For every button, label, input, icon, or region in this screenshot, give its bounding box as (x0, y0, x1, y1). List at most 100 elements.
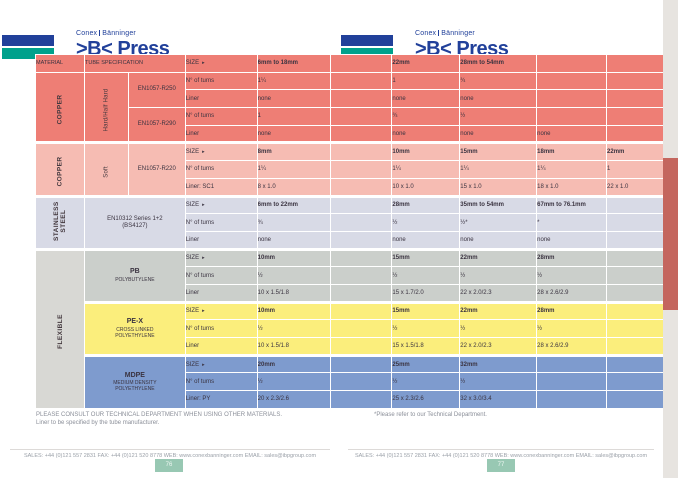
table-cell: 1 (391, 71, 461, 91)
brand-text: Conex Bänninger >B< Press (76, 30, 170, 59)
brand-flag-icon (341, 35, 393, 60)
table-cell (329, 283, 393, 303)
table-cell: ¾ (391, 107, 461, 126)
table-row: PE-X CROSS LINKED POLYETHYLENE SIZE ▸ 10m… (36, 300, 678, 356)
table-cell: 6mm to 22mm (256, 194, 331, 215)
table-cell (606, 194, 678, 215)
table-cell: none (391, 124, 461, 144)
table-cell: 28mm to 54mm (459, 54, 538, 73)
size-row-label: SIZE ▸ (184, 247, 258, 268)
consult-note: PLEASE CONSULT OUR TECHNICAL DEPARTMENT … (36, 411, 282, 428)
row-label: N° of turns (184, 372, 258, 392)
table-cell (329, 194, 393, 215)
table-cell: 15 x 1.5/1.8 (391, 337, 461, 356)
table-cell: 10 x 1.0 (391, 177, 461, 197)
table-cell (606, 213, 678, 232)
orientation-label: Hard/Half Hard (103, 88, 110, 132)
table-cell: * (536, 213, 608, 232)
table-cell: ½ (459, 372, 538, 392)
table-cell (329, 390, 393, 409)
spec-name: MDPE (124, 372, 145, 380)
brand-name-conex: Conex (76, 30, 98, 37)
table-cell: none (391, 230, 461, 250)
header-tube-specification: TUBE SPECIFICATION (84, 54, 186, 73)
brand-name: Conex Bänninger (415, 30, 508, 37)
asterisk-note: *Please refer to our Technical Departmen… (374, 412, 487, 418)
table-cell: 28 x 2.6/2.9 (536, 337, 608, 356)
brand-logo-right: Conex Bänninger >B< Press (341, 30, 551, 66)
size-row-label: SIZE ▸ (184, 141, 258, 162)
size-label: SIZE (185, 202, 200, 209)
table-cell: ½ (459, 319, 538, 338)
table-cell: none (536, 230, 608, 250)
size-label: SIZE (185, 361, 200, 368)
brand-text: Conex Bänninger >B< Press (415, 30, 509, 59)
row-label: Liner: PY (184, 390, 258, 409)
table-cell (606, 124, 678, 144)
table-cell: 10 x 1.5/1.8 (256, 283, 331, 303)
table-cell (329, 213, 393, 232)
spec-desc: POLYETHYLENE (115, 332, 155, 339)
table-cell: 22mm (459, 247, 538, 268)
spec-desc: CROSS LINKED (116, 326, 154, 333)
spec-desc: POLYBUTYLENE (115, 276, 155, 283)
table-cell: 28 x 2.6/2.9 (536, 283, 608, 303)
brand-flag-icon (2, 35, 54, 60)
size-row-label: SIZE ▸ (184, 194, 258, 215)
table-cell (606, 54, 678, 73)
material-label: COPPER (56, 157, 64, 187)
table-cell (606, 283, 678, 303)
table-cell: none (256, 89, 331, 109)
header-size-label: SIZE ▸ (184, 54, 258, 73)
row-label: Liner (184, 337, 258, 356)
table-cell: 32mm (459, 353, 538, 374)
table-cell: 1¼ (256, 71, 331, 91)
table-cell: 1¼ (459, 160, 538, 179)
spec-name: PB (130, 268, 140, 276)
table-cell: ¾ (459, 71, 538, 91)
spec-name: PE-X (126, 318, 144, 326)
table-cell: 22mm (459, 300, 538, 321)
table-cell (536, 89, 608, 109)
orientation-hard: Hard/Half Hard (84, 71, 129, 144)
brand-divider (99, 30, 101, 36)
table-cell (329, 141, 393, 162)
table-cell (536, 107, 608, 126)
brand-name-conex: Conex (415, 30, 437, 37)
material-copper-hard: COPPER (35, 71, 85, 144)
table-cell: ¾ (256, 213, 331, 232)
spec-en1057-r290: EN1057-R290 (127, 107, 186, 144)
consult-note-line1: PLEASE CONSULT OUR TECHNICAL DEPARTMENT … (36, 412, 283, 418)
press-spec-table: MATERIAL TUBE SPECIFICATION SIZE ▸ 6mm to… (35, 54, 678, 409)
size-arrow-icon: ▸ (202, 149, 205, 156)
row-label: Liner (184, 89, 258, 109)
table-cell: ½ (256, 266, 331, 285)
material-label: FLEXIBLE (56, 314, 64, 349)
table-cell: 10mm (391, 141, 461, 162)
table-row: MDPE MEDIUM DENSITY POLYETHYLENE SIZE ▸ 2… (36, 353, 678, 409)
table-row: Liner none none none (36, 89, 678, 109)
table-cell: 25 x 2.3/2.6 (391, 390, 461, 409)
table-cell: none (459, 89, 538, 109)
spec-en1057-r220: EN1057-R220 (127, 141, 186, 197)
size-arrow-icon: ▸ (202, 202, 205, 209)
table-cell: none (459, 124, 538, 144)
table-cell (536, 390, 608, 409)
table-cell: 18 x 1.0 (536, 177, 608, 197)
row-label: N° of turns (184, 266, 258, 285)
row-label: N° of turns (184, 107, 258, 126)
size-label: SIZE (185, 149, 200, 156)
brand-divider (438, 30, 440, 36)
table-cell: ½ (459, 266, 538, 285)
size-row-label: SIZE ▸ (184, 300, 258, 321)
table-cell (606, 372, 678, 392)
table-cell (329, 266, 393, 285)
table-cell: 15 x 1.0 (459, 177, 538, 197)
table-cell: none (256, 230, 331, 250)
table-cell: 20 x 2.3/2.6 (256, 390, 331, 409)
table-cell (536, 71, 608, 91)
table-row: Liner: SC1 8 x 1.0 10 x 1.0 15 x 1.0 18 … (36, 177, 678, 197)
table-cell (329, 160, 393, 179)
section-index-tab (663, 158, 678, 310)
spec-en1057-r250: EN1057-R250 (127, 71, 186, 109)
